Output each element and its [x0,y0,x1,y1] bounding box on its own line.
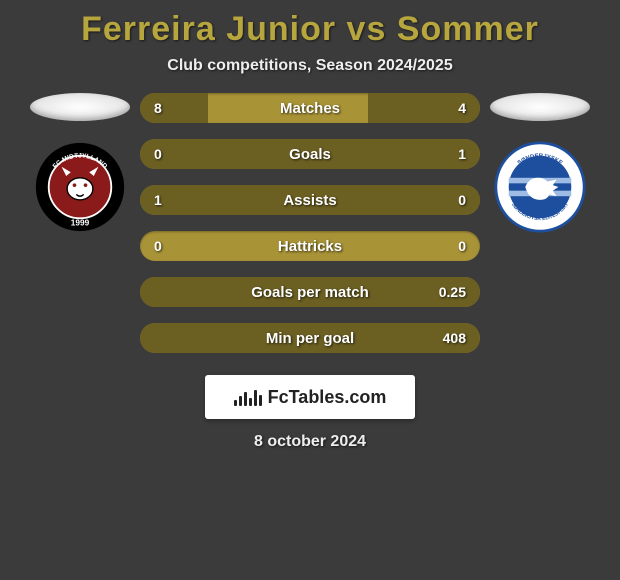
left-team-col: 1999 FC MIDTJYLLAND [20,93,140,233]
stat-label: Goals per match [251,284,369,301]
mini-bar [244,392,247,406]
stat-label: Goals [289,146,331,163]
stat-value-right: 1 [458,146,466,162]
mini-bar [259,395,262,406]
subtitle: Club competitions, Season 2024/2025 [167,57,452,75]
stat-value-left: 1 [154,192,162,208]
mini-bar [239,396,242,406]
page-title: Ferreira Junior vs Sommer [81,10,539,49]
stat-value-right: 0 [458,192,466,208]
player-ellipse-right [490,93,590,121]
stat-value-right: 4 [458,100,466,116]
midtjylland-badge-icon: 1999 FC MIDTJYLLAND [34,141,126,233]
mini-bar [254,390,257,406]
stat-row: 1 0 Assists [140,185,480,215]
stat-label: Assists [283,192,336,209]
stat-row: 0 1 Goals [140,139,480,169]
player-ellipse-left [30,93,130,121]
stat-value-left: 0 [154,238,162,254]
mini-bar [249,398,252,406]
mini-bar [234,400,237,406]
date-line: 8 october 2024 [254,433,366,451]
stat-label: Hattricks [278,238,342,255]
svg-text:1999: 1999 [71,219,90,228]
stat-value-right: 0 [458,238,466,254]
footer-logo: FcTables.com [205,375,415,419]
right-team-col: SØNDERJYSKE SØNDERJYSK ELITESPORT [480,93,600,233]
stat-value-left: 0 [154,146,162,162]
footer-text: FcTables.com [268,387,387,408]
sonderjyske-badge-icon: SØNDERJYSKE SØNDERJYSK ELITESPORT [494,141,586,233]
bars-mini-icon [234,388,262,406]
comparison-card: Ferreira Junior vs Sommer Club competiti… [0,0,620,580]
stat-fill-left [140,93,208,123]
stat-row: 0 0 Hattricks [140,231,480,261]
stat-value-right: 0.25 [439,284,466,300]
stats-column: 8 4 Matches 0 1 Goals 1 0 Assists 0 0 Hattricks 0.25… [140,93,480,353]
stat-label: Min per goal [266,330,354,347]
stat-label: Matches [280,100,340,117]
stat-value-left: 8 [154,100,162,116]
main-row: 1999 FC MIDTJYLLAND 8 4 Matches 0 1 Goals 1 0 As… [0,93,620,353]
stat-row: 408 Min per goal [140,323,480,353]
right-team-badge: SØNDERJYSKE SØNDERJYSK ELITESPORT [494,141,586,233]
left-team-badge: 1999 FC MIDTJYLLAND [34,141,126,233]
stat-row: 0.25 Goals per match [140,277,480,307]
stat-row: 8 4 Matches [140,93,480,123]
stat-value-right: 408 [443,330,466,346]
